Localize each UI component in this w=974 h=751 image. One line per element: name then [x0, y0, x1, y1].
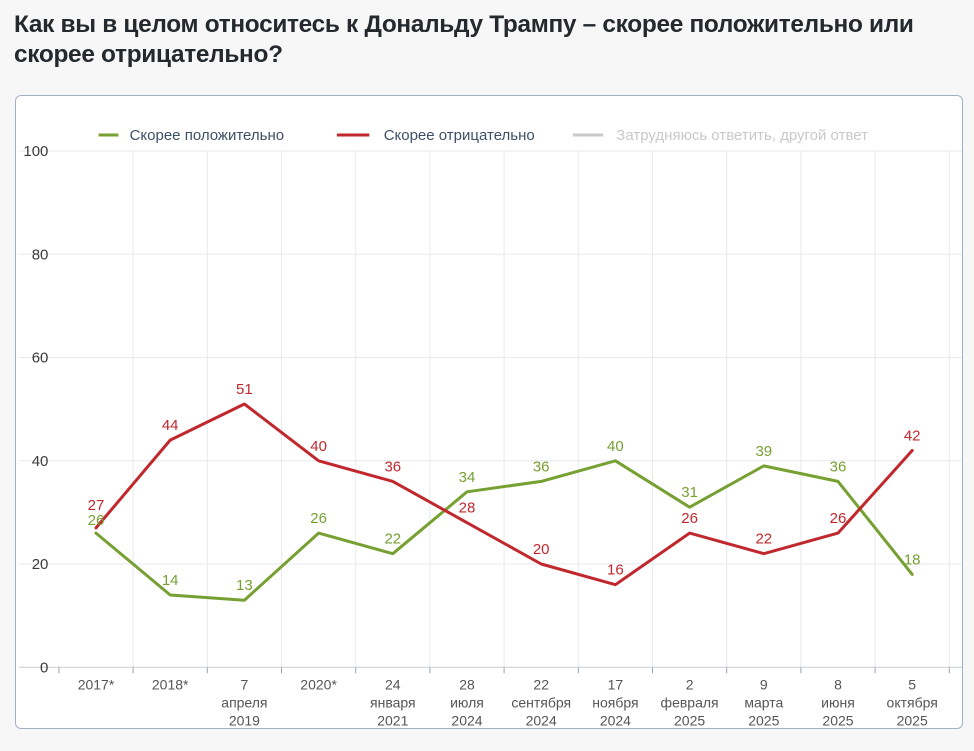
svg-text:Скорее отрицательно: Скорее отрицательно	[384, 127, 535, 144]
svg-text:2018*: 2018*	[152, 676, 189, 692]
svg-text:2025: 2025	[897, 712, 928, 728]
svg-text:26: 26	[830, 510, 847, 527]
svg-text:февраля: февраля	[661, 694, 719, 710]
svg-text:22: 22	[384, 531, 401, 548]
svg-text:2024: 2024	[526, 712, 557, 728]
svg-text:36: 36	[384, 458, 401, 475]
svg-text:июля: июля	[450, 694, 484, 710]
svg-text:40: 40	[32, 453, 49, 470]
svg-text:октября: октября	[887, 694, 938, 710]
svg-text:Скорее положительно: Скорее положительно	[130, 127, 284, 144]
svg-text:80: 80	[32, 246, 49, 263]
svg-text:2024: 2024	[451, 712, 482, 728]
svg-text:9: 9	[760, 676, 768, 692]
svg-text:28: 28	[459, 500, 476, 517]
svg-text:60: 60	[32, 350, 49, 367]
svg-text:13: 13	[236, 577, 253, 594]
svg-text:22: 22	[533, 676, 549, 692]
svg-text:39: 39	[755, 443, 772, 460]
svg-text:20: 20	[533, 541, 550, 558]
svg-text:36: 36	[533, 458, 550, 475]
svg-text:марта: марта	[744, 694, 783, 710]
svg-text:31: 31	[681, 484, 698, 501]
svg-text:2025: 2025	[748, 712, 779, 728]
svg-text:26: 26	[310, 510, 327, 527]
svg-text:5: 5	[908, 676, 916, 692]
svg-text:8: 8	[834, 676, 842, 692]
svg-text:100: 100	[23, 143, 48, 160]
svg-text:Затрудняюсь ответить, другой о: Затрудняюсь ответить, другой ответ	[616, 127, 868, 144]
svg-text:36: 36	[830, 458, 847, 475]
svg-text:0: 0	[40, 659, 48, 676]
svg-text:7: 7	[241, 676, 249, 692]
svg-text:42: 42	[904, 428, 921, 445]
svg-text:2025: 2025	[674, 712, 705, 728]
svg-text:44: 44	[162, 417, 179, 434]
svg-text:40: 40	[607, 438, 624, 455]
svg-text:26: 26	[88, 512, 105, 529]
svg-text:2021: 2021	[377, 712, 408, 728]
svg-text:17: 17	[608, 676, 624, 692]
svg-text:51: 51	[236, 381, 253, 398]
svg-text:28: 28	[459, 676, 475, 692]
svg-text:2025: 2025	[822, 712, 853, 728]
svg-text:20: 20	[32, 556, 49, 573]
svg-text:апреля: апреля	[221, 694, 267, 710]
svg-text:сентября: сентября	[511, 694, 571, 710]
svg-text:2: 2	[686, 676, 694, 692]
svg-text:2017*: 2017*	[78, 676, 115, 692]
svg-text:24: 24	[385, 676, 401, 692]
svg-text:2020*: 2020*	[300, 676, 337, 692]
svg-text:18: 18	[904, 551, 921, 568]
svg-text:34: 34	[459, 469, 476, 486]
svg-text:40: 40	[310, 438, 327, 455]
svg-text:2019: 2019	[229, 712, 260, 728]
svg-text:26: 26	[681, 510, 698, 527]
svg-text:июня: июня	[821, 694, 855, 710]
svg-text:27: 27	[88, 497, 105, 514]
svg-text:января: января	[370, 694, 416, 710]
svg-text:14: 14	[162, 572, 179, 589]
svg-text:22: 22	[755, 531, 772, 548]
svg-text:ноября: ноября	[592, 694, 638, 710]
svg-text:2024: 2024	[600, 712, 631, 728]
svg-text:16: 16	[607, 562, 624, 579]
